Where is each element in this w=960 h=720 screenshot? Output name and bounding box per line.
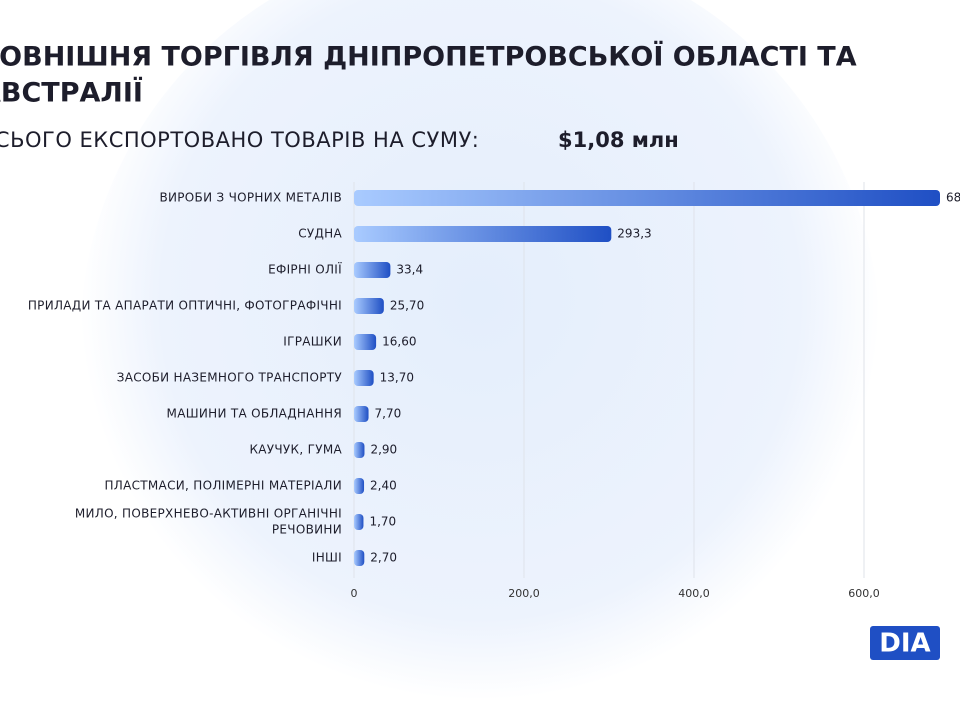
x-tick-label: 600,0 (848, 587, 880, 600)
y-tick-label: ЗАСОБИ НАЗЕМНОГО ТРАНСПОРТУ (117, 371, 343, 385)
y-tick-label: СУДНА (298, 227, 342, 241)
x-tick-label: 200,0 (508, 587, 540, 600)
bar (354, 190, 940, 206)
value-label: 293,3 (617, 227, 651, 241)
x-tick-label: 0 (351, 587, 358, 600)
y-tick-label: ПЛАСТМАСИ, ПОЛІМЕРНІ МАТЕРІАЛИ (104, 479, 342, 493)
total: $1,08 млн (558, 128, 679, 152)
y-tick-label: ВИРОБИ З ЧОРНИХ МЕТАЛІВ (159, 191, 342, 205)
y-tick-label: ІНШІ (312, 551, 342, 565)
bar (354, 334, 377, 350)
bar (354, 442, 365, 458)
value-label: 7,70 (375, 407, 402, 421)
y-tick-label: МИЛО, ПОВЕРХНЕВО-АКТИВНІ ОРГАНІЧНІ (75, 507, 342, 521)
x-tick-label: 400,0 (678, 587, 710, 600)
bar (354, 514, 364, 530)
logo-box (870, 626, 940, 660)
background-circle (80, 0, 880, 720)
y-tick-label: РЕЧОВИНИ (272, 523, 342, 537)
value-label: 2,40 (370, 479, 397, 493)
bar (354, 478, 365, 494)
bar (354, 550, 365, 566)
title-line: ЗОВНІШНЯ ТОРГІВЛЯ ДНІПРОПЕТРОВСЬКОЇ ОБЛА… (0, 41, 857, 73)
bar (354, 370, 374, 386)
bar (354, 298, 384, 314)
value-label: 1,70 (369, 515, 396, 529)
value-label: 2,90 (370, 443, 397, 457)
bar (354, 406, 369, 422)
bar (354, 262, 391, 278)
value-label: 680,0 (946, 191, 960, 205)
y-tick-label: ПРИЛАДИ ТА АПАРАТИ ОПТИЧНІ, ФОТОГРАФІЧНІ (28, 299, 342, 313)
subtitle: ВСЬОГО ЕКСПОРТОВАНО ТОВАРІВ НА СУМУ: (0, 128, 479, 152)
value-label: 16,60 (382, 335, 416, 349)
y-tick-label: КАУЧУК, ГУМА (249, 443, 342, 457)
value-label: 13,70 (380, 371, 414, 385)
value-label: 25,70 (390, 299, 424, 313)
value-label: 33,4 (396, 263, 423, 277)
value-label: 2,70 (370, 551, 397, 565)
y-tick-label: ЕФІРНІ ОЛІЇ (268, 262, 342, 277)
logo: DIA (879, 629, 930, 659)
y-tick-label: МАШИНИ ТА ОБЛАДНАННЯ (167, 407, 342, 421)
bar (354, 226, 612, 242)
y-tick-label: ІГРАШКИ (283, 335, 342, 349)
